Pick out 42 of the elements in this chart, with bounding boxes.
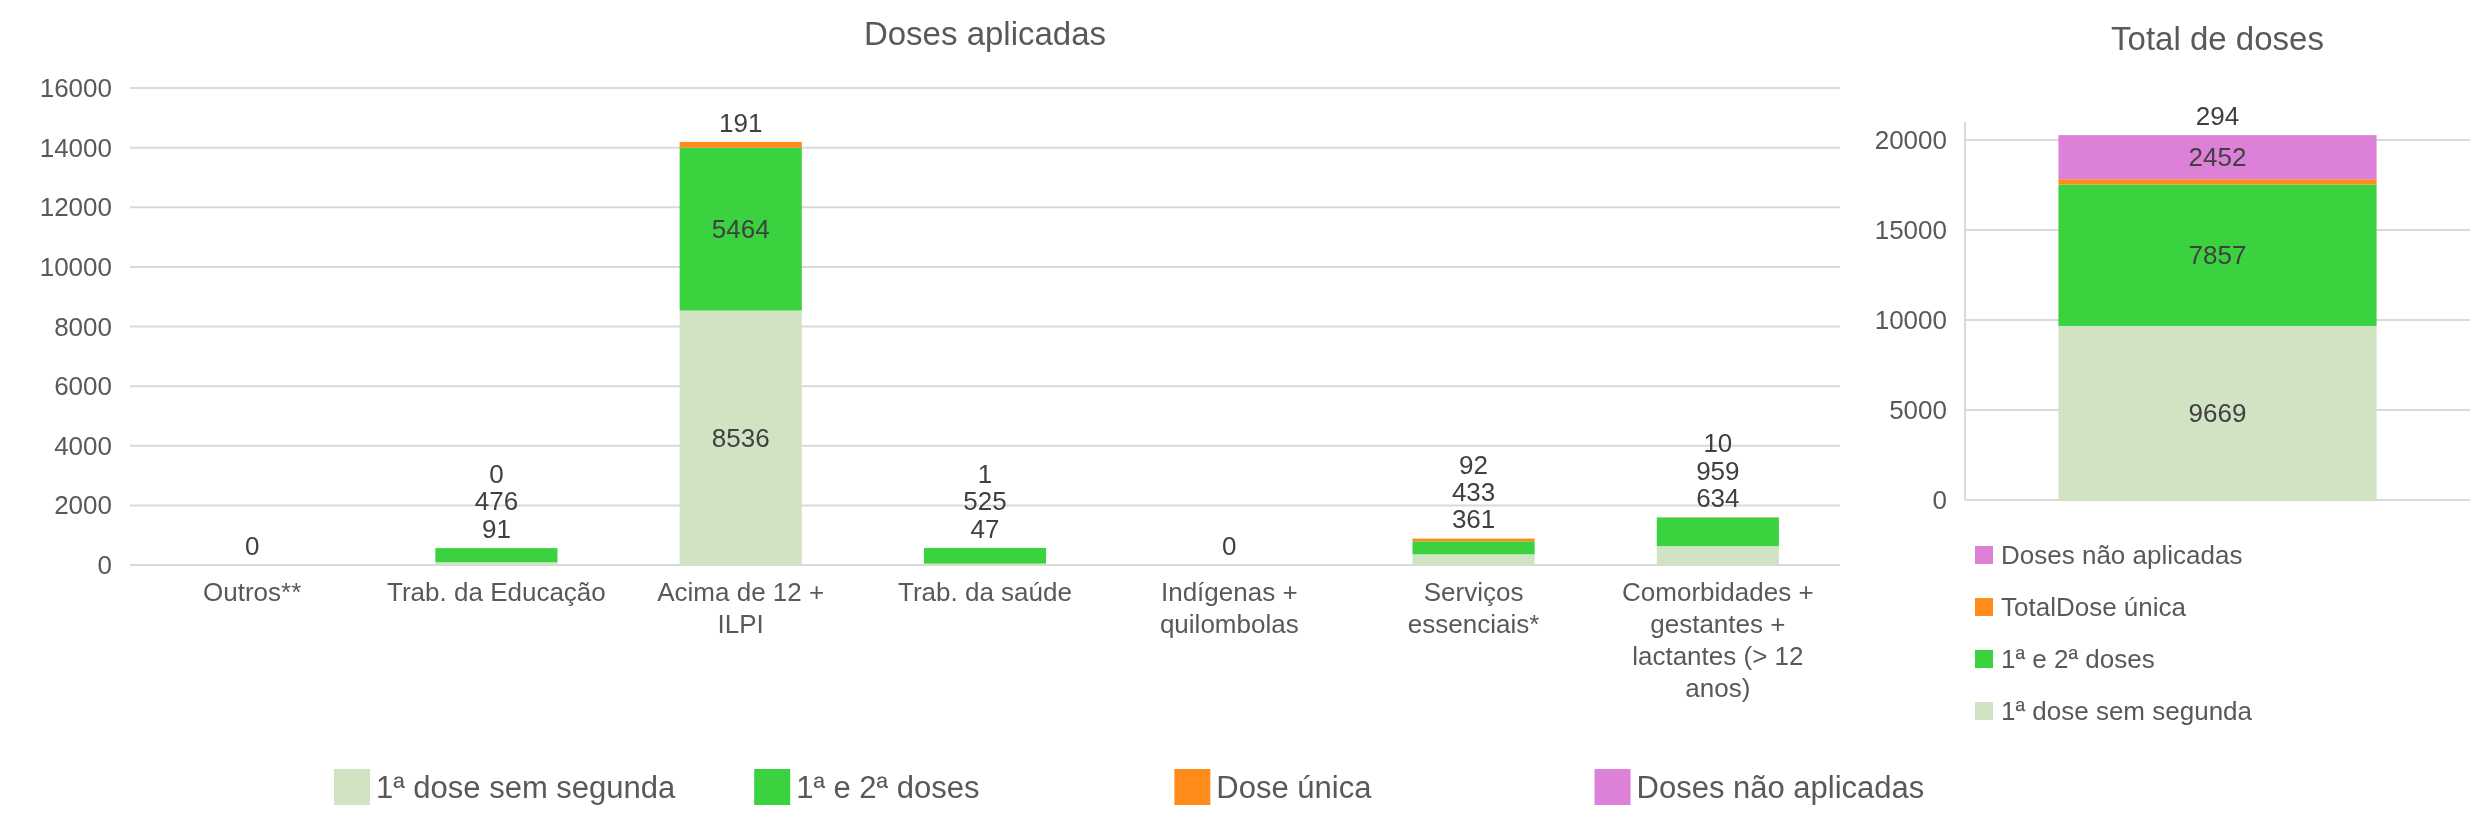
chart-title: Total de doses [2111, 20, 2324, 57]
x-tick-label: Indígenas + quilombolas [1159, 577, 1299, 639]
data-label: 5464 [711, 214, 770, 245]
data-label: 7857 [2188, 240, 2247, 271]
y-tick-label: 14000 [39, 132, 112, 163]
chart-title: Doses aplicadas [863, 15, 1107, 52]
y-tick-label: 6000 [54, 371, 112, 402]
legend-label: Doses não aplicadas [1636, 769, 1925, 805]
y-tick-label: 4000 [54, 430, 112, 461]
legend-label: 1ª dose sem segunda [2001, 696, 2253, 727]
x-tick-label: Comorbidades + gestantes + lactantes (> 12 anos) [1622, 577, 1814, 703]
y-tick-label: 12000 [39, 192, 112, 223]
legend-label: Doses não aplicadas [2001, 540, 2243, 571]
data-label: 0 [244, 530, 260, 561]
y-tick-label: 0 [1932, 485, 1947, 516]
data-label: 191 [719, 107, 763, 138]
data-label: 2452 [2188, 142, 2247, 173]
x-tick-label: Trab. da saúde [898, 577, 1072, 607]
legend-label: 1ª e 2ª doses [2001, 644, 2155, 675]
y-tick-label: 2000 [54, 490, 112, 521]
legend-label: 1ª dose sem segunda [376, 769, 677, 805]
data-label: 361 [1451, 504, 1496, 535]
y-tick-label: 15000 [1874, 215, 1947, 246]
y-tick-label: 5000 [1889, 395, 1947, 426]
y-tick-label: 8000 [54, 311, 112, 342]
data-label: 294 [2195, 100, 2240, 131]
data-label: 1 [977, 458, 993, 489]
legend-label: Dose única [1216, 769, 1373, 805]
legend-label: TotalDose única [2001, 592, 2187, 623]
y-tick-label: 10000 [39, 251, 112, 282]
data-label: 0 [1222, 530, 1237, 561]
x-tick-label: Acima de 12 + ILPI [657, 577, 825, 639]
data-label: 9669 [2188, 398, 2247, 429]
x-tick-label: Trab. da Educação [387, 577, 606, 607]
data-label: 8536 [711, 422, 770, 453]
x-tick-label: Outros** [203, 577, 302, 607]
y-tick-label: 10000 [1874, 305, 1947, 336]
legend-label: 1ª e 2ª doses [796, 769, 980, 805]
y-tick-label: 0 [97, 550, 112, 581]
x-tick-label: Serviços essenciais* [1407, 577, 1540, 639]
y-tick-label: 16000 [39, 73, 112, 104]
y-tick-label: 20000 [1874, 125, 1947, 156]
